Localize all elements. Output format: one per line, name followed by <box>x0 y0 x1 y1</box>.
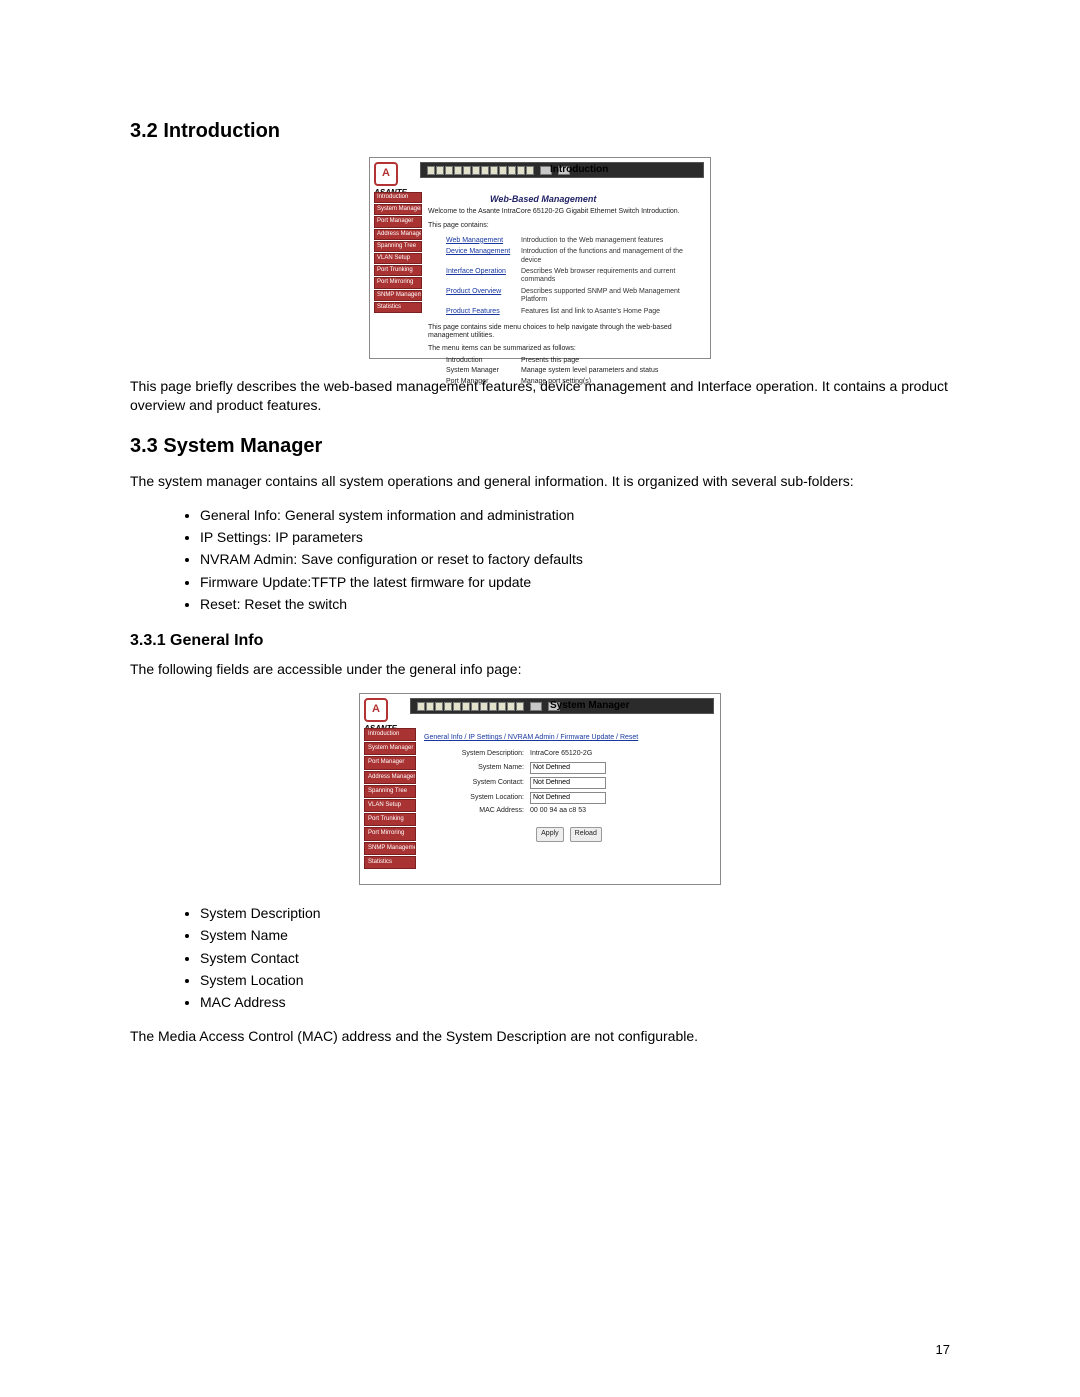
screenshot1-sidebar: Introduction System Manager Port Manager… <box>374 192 422 313</box>
welcome-text: Welcome to the Asante IntraCore 65120-2G… <box>428 208 704 216</box>
summary-desc: Manage port setting(s) <box>521 378 591 386</box>
sidebar-item[interactable]: SNMP Management <box>374 290 422 301</box>
field-label: System Contact: <box>444 779 524 787</box>
sidebar-item[interactable]: Port Trunking <box>374 265 422 276</box>
link[interactable]: Web Management <box>446 237 521 245</box>
screenshot-introduction: A ASANTE Introduction Web-Based Manageme… <box>369 157 711 359</box>
sidebar-item[interactable]: Port Mirroring <box>364 827 416 840</box>
sidebar-item[interactable]: Port Mirroring <box>374 277 422 288</box>
note-text: This page contains side menu choices to … <box>428 324 704 341</box>
sidebar-item[interactable]: VLAN Setup <box>364 799 416 812</box>
summary-name: Port Manager <box>446 378 521 386</box>
field-label: System Location: <box>444 794 524 802</box>
contains-text: This page contains: <box>428 222 704 230</box>
asante-logo-icon: A <box>364 698 388 722</box>
page-number: 17 <box>936 1342 950 1357</box>
field-label: System Name: <box>444 764 524 772</box>
screenshot1-subtitle: Web-Based Management <box>490 194 596 205</box>
list-item: NVRAM Admin: Save configuration or reset… <box>200 549 950 569</box>
breadcrumb[interactable]: General Info / IP Settings / NVRAM Admin… <box>424 734 714 742</box>
screenshot-system-manager: A ASANTE System Manager Introduction Sys… <box>359 693 721 885</box>
system-contact-input[interactable] <box>530 777 606 789</box>
sidebar-item[interactable]: Port Manager <box>364 756 416 769</box>
summary-desc: Presents this page <box>521 357 579 365</box>
sidebar-item[interactable]: Introduction <box>364 728 416 741</box>
list-item: System Location <box>200 970 950 990</box>
section-3-3-1-note: The Media Access Control (MAC) address a… <box>130 1027 950 1046</box>
heading-3-3: 3.3 System Manager <box>130 435 950 458</box>
sidebar-item[interactable]: Address Manager <box>364 771 416 784</box>
link[interactable]: Interface Operation <box>446 268 521 285</box>
link[interactable]: Device Management <box>446 248 521 265</box>
section-3-3-intro: The system manager contains all system o… <box>130 472 950 491</box>
list-item: Firmware Update:TFTP the latest firmware… <box>200 572 950 592</box>
sidebar-item[interactable]: Port Trunking <box>364 813 416 826</box>
list-item: General Info: General system information… <box>200 505 950 525</box>
reload-button[interactable]: Reload <box>570 827 602 841</box>
sidebar-item[interactable]: Statistics <box>374 302 422 313</box>
list-item: Reset: Reset the switch <box>200 594 950 614</box>
sidebar-item[interactable]: System Manager <box>364 742 416 755</box>
link-desc: Describes Web browser requirements and c… <box>521 268 704 285</box>
system-name-input[interactable] <box>530 762 606 774</box>
heading-3-2: 3.2 Introduction <box>130 120 950 143</box>
sidebar-item[interactable]: Address Manager <box>374 229 422 240</box>
sidebar-item[interactable]: SNMP Management <box>364 842 416 855</box>
sidebar-item[interactable]: VLAN Setup <box>374 253 422 264</box>
summary-name: Introduction <box>446 357 521 365</box>
link-desc: Features list and link to Asante's Home … <box>521 308 704 316</box>
link[interactable]: Product Features <box>446 308 521 316</box>
link-desc: Introduction to the Web management featu… <box>521 237 704 245</box>
summary-name: System Manager <box>446 367 521 375</box>
list-item: System Description <box>200 903 950 923</box>
system-location-input[interactable] <box>530 792 606 804</box>
asante-logo-icon: A <box>374 162 398 186</box>
screenshot2-title: System Manager <box>550 700 629 712</box>
sidebar-item[interactable]: Statistics <box>364 856 416 869</box>
field-label: MAC Address: <box>444 807 524 815</box>
field-label: System Description: <box>444 750 524 758</box>
list-item: IP Settings: IP parameters <box>200 527 950 547</box>
link-desc: Describes supported SNMP and Web Managem… <box>521 288 704 305</box>
section-3-3-1-intro: The following fields are accessible unde… <box>130 660 950 679</box>
sidebar-item[interactable]: Spanning Tree <box>374 241 422 252</box>
section-3-3-list: General Info: General system information… <box>130 505 950 614</box>
list-item: System Name <box>200 925 950 945</box>
sidebar-item[interactable]: System Manager <box>374 204 422 215</box>
field-value: IntraCore 65120-2G <box>530 750 592 758</box>
sidebar-item[interactable]: Spanning Tree <box>364 785 416 798</box>
screenshot2-sidebar: Introduction System Manager Port Manager… <box>364 728 416 869</box>
link[interactable]: Product Overview <box>446 288 521 305</box>
list-item: MAC Address <box>200 992 950 1012</box>
summary-label: The menu items can be summarized as foll… <box>428 345 704 353</box>
summary-desc: Manage system level parameters and statu… <box>521 367 658 375</box>
sidebar-item[interactable]: Port Manager <box>374 216 422 227</box>
screenshot1-title: Introduction <box>550 164 608 176</box>
link-desc: Introduction of the functions and manage… <box>521 248 704 265</box>
heading-3-3-1: 3.3.1 General Info <box>130 632 950 650</box>
apply-button[interactable]: Apply <box>536 827 564 841</box>
field-value: 00 00 94 aa c8 53 <box>530 807 586 815</box>
sidebar-item[interactable]: Introduction <box>374 192 422 203</box>
section-3-3-1-list: System Description System Name System Co… <box>130 903 950 1012</box>
list-item: System Contact <box>200 948 950 968</box>
